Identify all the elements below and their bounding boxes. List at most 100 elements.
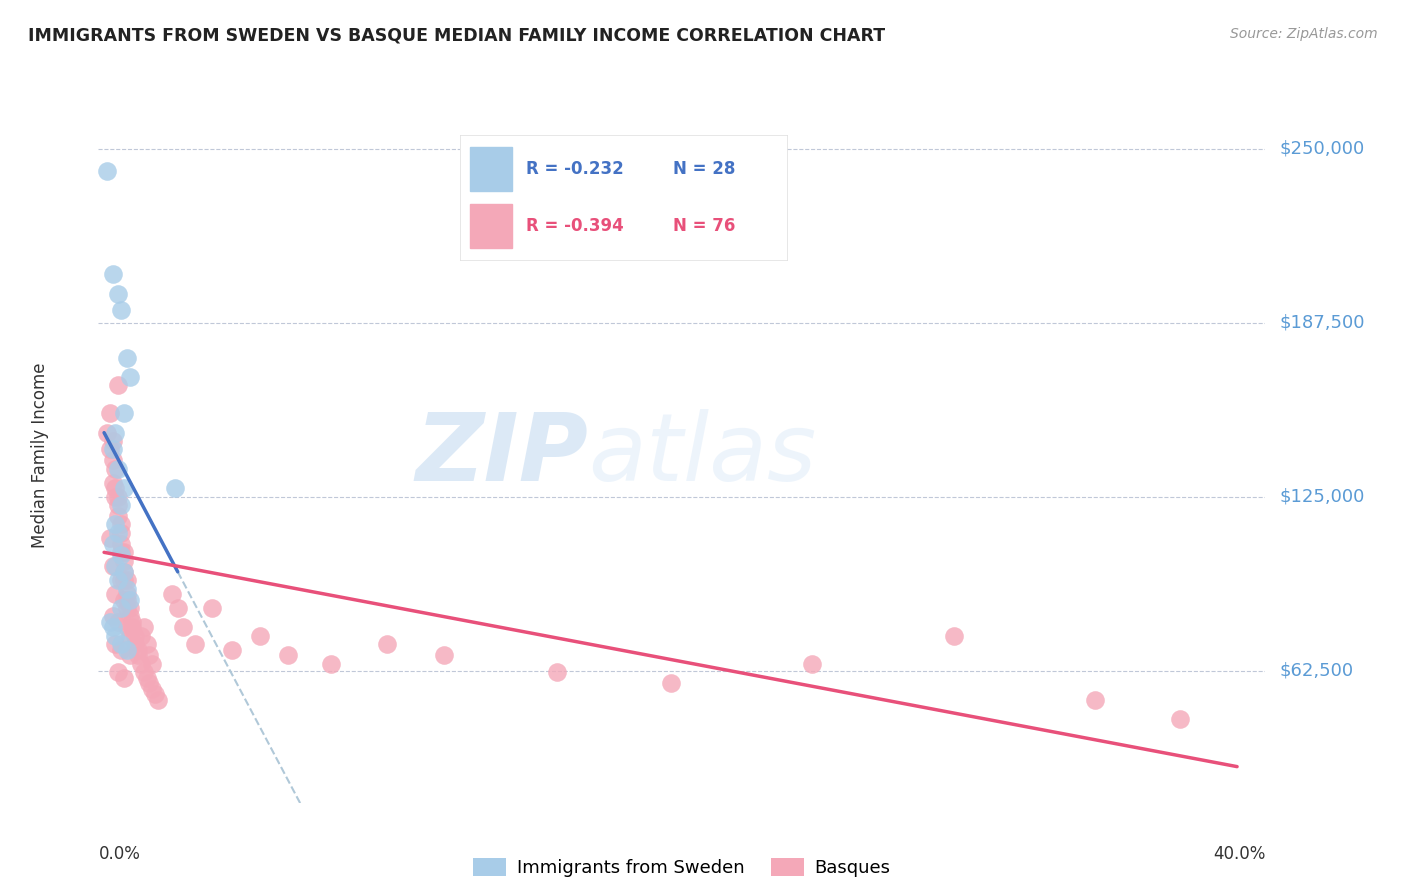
Point	[101, 609, 124, 624]
Point	[110, 517, 132, 532]
Point	[112, 565, 135, 579]
Point	[135, 671, 157, 685]
Point	[183, 637, 205, 651]
Point	[546, 665, 568, 679]
Point	[143, 687, 166, 701]
Point	[129, 629, 152, 643]
Point	[146, 693, 169, 707]
Point	[115, 592, 138, 607]
Point	[101, 475, 124, 490]
Point	[319, 657, 342, 671]
Point	[98, 615, 121, 629]
Point	[132, 620, 155, 634]
Point	[110, 548, 132, 562]
Point	[107, 573, 129, 587]
Point	[104, 637, 127, 651]
Point	[98, 406, 121, 420]
Point	[138, 648, 160, 663]
Point	[118, 629, 141, 643]
Point	[124, 629, 146, 643]
Point	[115, 587, 138, 601]
Point	[249, 629, 271, 643]
Point	[110, 642, 132, 657]
Point	[127, 648, 149, 663]
Point	[101, 434, 124, 448]
Point	[104, 490, 127, 504]
Point	[112, 592, 135, 607]
Point	[110, 601, 132, 615]
Point	[110, 498, 132, 512]
Point	[112, 406, 135, 420]
Point	[98, 532, 121, 546]
Text: $187,500: $187,500	[1279, 314, 1365, 332]
Point	[98, 442, 121, 457]
Legend: Immigrants from Sweden, Basques: Immigrants from Sweden, Basques	[465, 850, 898, 884]
Text: 40.0%: 40.0%	[1213, 845, 1265, 863]
Point	[104, 481, 127, 495]
Point	[104, 462, 127, 476]
Point	[107, 525, 129, 540]
Point	[277, 648, 299, 663]
Point	[101, 442, 124, 457]
Text: IMMIGRANTS FROM SWEDEN VS BASQUE MEDIAN FAMILY INCOME CORRELATION CHART: IMMIGRANTS FROM SWEDEN VS BASQUE MEDIAN …	[28, 27, 886, 45]
Point	[115, 620, 138, 634]
Point	[138, 676, 160, 690]
Point	[101, 559, 124, 574]
Text: 0.0%: 0.0%	[98, 845, 141, 863]
Point	[110, 525, 132, 540]
Point	[110, 303, 132, 318]
Point	[101, 537, 124, 551]
Point	[115, 582, 138, 596]
Point	[104, 629, 127, 643]
Point	[110, 545, 132, 559]
Point	[112, 671, 135, 685]
Point	[110, 573, 132, 587]
Point	[1170, 712, 1192, 726]
Point	[112, 554, 135, 568]
Point	[107, 509, 129, 524]
Point	[107, 462, 129, 476]
Point	[135, 637, 157, 651]
Point	[107, 286, 129, 301]
Point	[112, 565, 135, 579]
Point	[115, 573, 138, 587]
Text: $125,000: $125,000	[1279, 488, 1365, 506]
Text: Median Family Income: Median Family Income	[31, 362, 49, 548]
Point	[118, 592, 141, 607]
Point	[101, 620, 124, 634]
Point	[121, 620, 143, 634]
Point	[127, 642, 149, 657]
Point	[104, 425, 127, 440]
Point	[166, 601, 188, 615]
Point	[801, 657, 824, 671]
Point	[129, 657, 152, 671]
Point	[375, 637, 398, 651]
Point	[163, 481, 186, 495]
Point	[433, 648, 456, 663]
Text: Source: ZipAtlas.com: Source: ZipAtlas.com	[1230, 27, 1378, 41]
Point	[118, 370, 141, 384]
Point	[118, 648, 141, 663]
Text: $62,500: $62,500	[1279, 662, 1354, 680]
Point	[107, 615, 129, 629]
Point	[659, 676, 682, 690]
Point	[160, 587, 183, 601]
Point	[172, 620, 194, 634]
Point	[115, 642, 138, 657]
Point	[124, 637, 146, 651]
Point	[115, 351, 138, 365]
Point	[121, 615, 143, 629]
Point	[141, 657, 163, 671]
Point	[942, 629, 965, 643]
Text: $250,000: $250,000	[1279, 140, 1365, 158]
Point	[110, 637, 132, 651]
Point	[141, 681, 163, 696]
Point	[118, 601, 141, 615]
Point	[112, 573, 135, 587]
Point	[104, 517, 127, 532]
Text: ZIP: ZIP	[416, 409, 589, 501]
Point	[104, 587, 127, 601]
Point	[115, 601, 138, 615]
Point	[107, 490, 129, 504]
Point	[1084, 693, 1107, 707]
